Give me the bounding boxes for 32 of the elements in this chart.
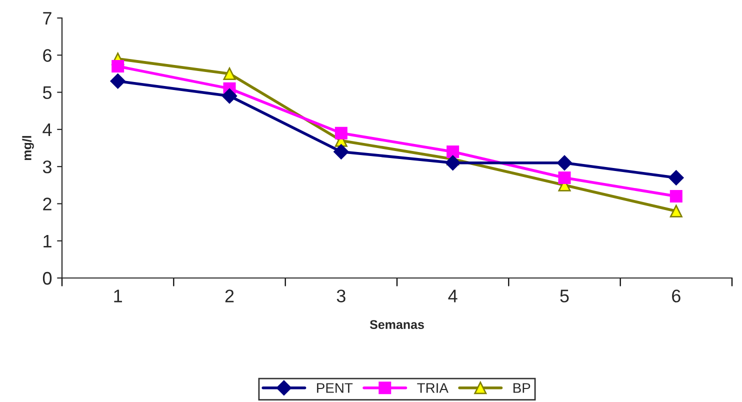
point — [446, 145, 460, 158]
point — [668, 170, 684, 186]
legend-label: BP — [513, 383, 530, 393]
y-tick-label: 0 — [42, 272, 52, 285]
x-tick-label: 3 — [336, 290, 346, 302]
point — [334, 144, 349, 160]
point — [445, 155, 460, 170]
point — [670, 190, 682, 203]
y-tick-label: 3 — [42, 160, 52, 174]
y-tick-label: 2 — [43, 198, 52, 210]
point — [223, 67, 236, 80]
point — [334, 126, 348, 140]
point — [556, 155, 572, 170]
point — [110, 74, 126, 89]
x-axis-title: Semanas — [370, 320, 424, 330]
y-tick-label: 4 — [42, 124, 52, 136]
legend-label: TRIA — [417, 383, 448, 393]
legend-label: PENT — [317, 383, 353, 393]
x-tick-label: 1 — [114, 290, 122, 302]
y-tick-label: 6 — [43, 49, 52, 62]
x-tick-label: 4 — [448, 290, 458, 302]
y-tick-label: 1 — [44, 234, 52, 248]
point — [670, 204, 682, 218]
y-tick-label: 7 — [43, 12, 52, 25]
x-tick-label: 2 — [225, 290, 234, 302]
point — [112, 60, 124, 73]
x-tick-label: 6 — [672, 290, 680, 302]
point — [558, 171, 571, 184]
y-axis-title: mg/l — [22, 136, 34, 160]
x-tick-label: 5 — [560, 290, 569, 302]
y-tick-label: 5 — [42, 86, 52, 100]
point — [222, 88, 238, 104]
